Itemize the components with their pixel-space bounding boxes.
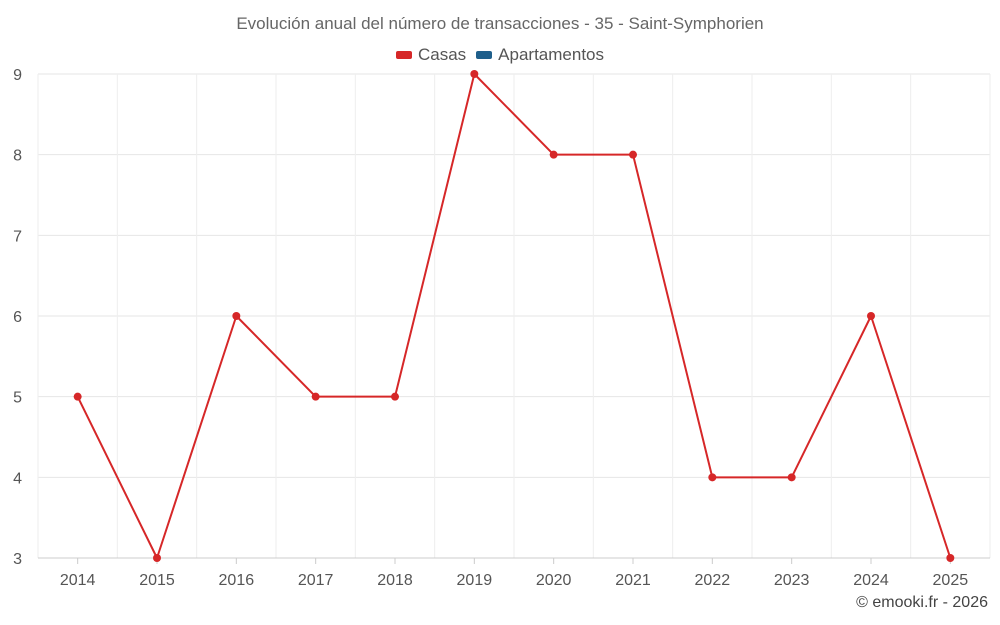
- data-point: [946, 554, 955, 562]
- y-tick-label: 9: [13, 67, 22, 84]
- data-point: [311, 392, 320, 401]
- legend: Casas Apartamentos: [0, 45, 1000, 65]
- data-point: [787, 473, 796, 482]
- x-tick-label: 2017: [298, 572, 334, 589]
- y-tick-label: 8: [13, 148, 22, 165]
- data-point: [708, 473, 717, 482]
- x-tick-label: 2021: [615, 572, 651, 589]
- x-tick-label: 2019: [457, 572, 493, 589]
- x-tick-label: 2023: [774, 572, 810, 589]
- y-tick-label: 7: [13, 228, 22, 245]
- data-point: [73, 392, 82, 401]
- data-point: [629, 150, 637, 159]
- x-tick-label: 2014: [60, 572, 96, 589]
- credits-link[interactable]: © emooki.fr - 2026: [856, 594, 988, 611]
- legend-label-casas: Casas: [417, 45, 467, 64]
- chart-title: Evolución anual del número de transaccio…: [236, 14, 764, 33]
- y-tick-label: 6: [13, 309, 22, 326]
- data-point: [867, 312, 875, 320]
- data-point: [153, 554, 161, 562]
- data-point: [232, 312, 241, 320]
- x-tick-label: 2025: [933, 572, 969, 589]
- legend-swatch-apartamentos: [476, 51, 493, 59]
- y-tick-label: 4: [13, 470, 22, 487]
- data-point: [549, 150, 558, 159]
- x-tick-label: 2015: [139, 572, 175, 589]
- x-tick-label: 2024: [853, 572, 889, 589]
- y-tick-label: 3: [13, 551, 22, 568]
- legend-swatch-casas: [395, 51, 412, 59]
- legend-label-apartamentos: Apartamentos: [498, 45, 605, 64]
- y-tick-label: 5: [13, 390, 22, 407]
- data-point: [391, 392, 399, 401]
- x-tick-label: 2016: [219, 572, 255, 589]
- x-tick-label: 2020: [536, 572, 572, 589]
- x-tick-label: 2022: [695, 572, 731, 589]
- x-tick-label: 2018: [377, 572, 413, 589]
- legend-item-apartamentos[interactable]: Apartamentos: [476, 45, 604, 65]
- series-line-casas: [76, 73, 952, 559]
- data-point: [470, 70, 479, 78]
- legend-item-casas[interactable]: Casas: [395, 45, 467, 65]
